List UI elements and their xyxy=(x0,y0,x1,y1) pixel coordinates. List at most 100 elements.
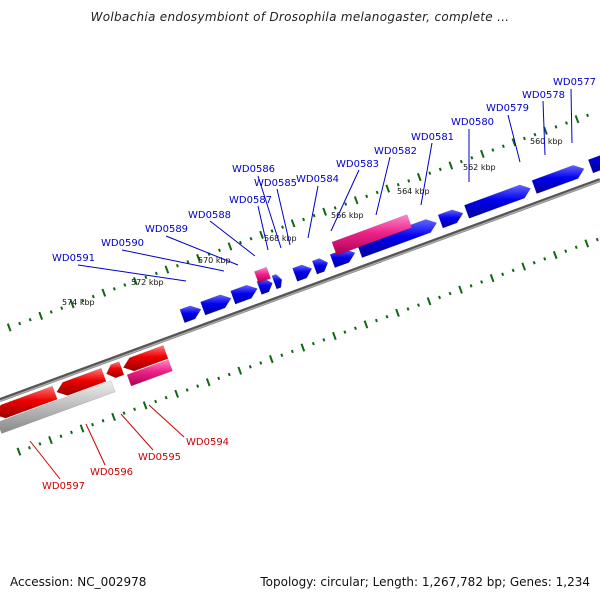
forward-gene-arrow[interactable] xyxy=(179,305,202,324)
tick-mark xyxy=(6,323,12,332)
forward-gene-arrow[interactable] xyxy=(230,284,258,305)
gene-label-wd0585[interactable]: WD0585 xyxy=(254,178,297,189)
reverse-gene-arrow[interactable] xyxy=(106,361,125,379)
tick-mark xyxy=(290,349,294,354)
tick-mark xyxy=(133,407,137,411)
rna-gene-marker[interactable] xyxy=(331,214,413,256)
leader-line xyxy=(85,423,106,466)
reverse-gene-arrow[interactable] xyxy=(56,367,107,396)
sequence-backbone xyxy=(0,178,600,402)
forward-gene-arrow[interactable] xyxy=(292,264,313,282)
reverse-gene-arrow[interactable] xyxy=(0,385,58,419)
rna-gene-marker[interactable] xyxy=(253,266,272,284)
tick-mark xyxy=(312,213,316,218)
gene-label-wd0590[interactable]: WD0590 xyxy=(101,238,144,249)
tick-mark xyxy=(280,353,284,357)
tick-mark xyxy=(28,317,32,322)
gene-label-wd0587[interactable]: WD0587 xyxy=(229,195,272,206)
scale-label-566: 566 kbp xyxy=(331,211,364,220)
tick-mark xyxy=(154,399,158,404)
gene-label-wd0580[interactable]: WD0580 xyxy=(451,117,494,128)
tick-mark xyxy=(543,126,548,135)
tick-mark xyxy=(79,424,85,433)
leader-line xyxy=(165,235,239,266)
tick-mark xyxy=(416,172,422,182)
scale-label-560: 560 kbp xyxy=(530,137,563,146)
gene-label-wd0577[interactable]: WD0577 xyxy=(553,77,596,88)
tick-mark xyxy=(196,384,200,388)
tick-mark xyxy=(268,355,274,364)
tick-mark xyxy=(91,422,94,427)
gene-label-wd0581[interactable]: WD0581 xyxy=(411,132,454,143)
pseudogene-marker[interactable] xyxy=(0,380,116,434)
leader-line xyxy=(570,88,573,144)
gene-label-wd0591[interactable]: WD0591 xyxy=(52,253,95,264)
tick-mark xyxy=(101,419,105,423)
tick-mark xyxy=(501,272,505,277)
tick-mark xyxy=(237,366,243,375)
forward-gene-arrow[interactable] xyxy=(531,164,585,194)
reverse-gene-arrow[interactable] xyxy=(122,345,169,372)
tick-mark xyxy=(469,284,473,288)
tick-mark xyxy=(396,182,400,187)
tick-mark xyxy=(48,435,53,445)
leader-line xyxy=(330,169,360,232)
gene-label-wd0583[interactable]: WD0583 xyxy=(336,159,379,170)
gene-label-wd0594[interactable]: WD0594 xyxy=(186,437,229,448)
gene-label-wd0589[interactable]: WD0589 xyxy=(145,224,188,235)
scale-labels: 560 kbp 562 kbp 564 kbp 566 kbp 568 kbp … xyxy=(62,137,563,307)
scale-label-562: 562 kbp xyxy=(463,163,496,172)
gene-label-wd0597[interactable]: WD0597 xyxy=(42,481,85,492)
gene-label-wd0579[interactable]: WD0579 xyxy=(486,103,529,114)
tick-mark xyxy=(290,219,296,228)
tick-mark xyxy=(458,285,463,294)
gene-label-wd0584[interactable]: WD0584 xyxy=(296,174,339,185)
leader-line xyxy=(257,175,282,249)
tick-mark xyxy=(144,275,148,280)
gene-label-wd0588[interactable]: WD0588 xyxy=(188,210,231,221)
gene-label-wd0595[interactable]: WD0595 xyxy=(138,452,181,463)
tick-mark xyxy=(300,343,306,352)
tick-mark xyxy=(122,411,126,415)
gene-label-wd0586[interactable]: WD0586 xyxy=(232,164,275,175)
tick-mark xyxy=(18,321,22,326)
tick-mark xyxy=(270,229,274,233)
tick-mark xyxy=(489,274,495,283)
leader-line xyxy=(420,142,433,206)
tick-mark xyxy=(227,242,233,251)
tick-mark xyxy=(133,277,138,286)
leader-line xyxy=(120,413,154,451)
tick-mark xyxy=(407,179,411,183)
tick-mark xyxy=(59,434,63,438)
leader-line xyxy=(121,249,225,272)
gene-label-wd0582[interactable]: WD0582 xyxy=(374,146,417,157)
tick-mark xyxy=(343,330,347,334)
forward-gene-arrow[interactable] xyxy=(200,294,232,316)
forward-gene-track xyxy=(179,141,600,324)
accession-text: Accession: NC_002978 xyxy=(10,575,147,589)
gene-label-wd0596[interactable]: WD0596 xyxy=(90,467,133,478)
forward-gene-arrow[interactable] xyxy=(311,258,329,275)
gene-label-wd0578[interactable]: WD0578 xyxy=(522,90,565,101)
tick-mark xyxy=(554,125,558,129)
tick-mark xyxy=(574,245,578,250)
forward-gene-arrow[interactable] xyxy=(463,184,532,219)
leader-line xyxy=(507,114,521,163)
tick-mark xyxy=(511,138,517,147)
tick-mark xyxy=(16,447,22,456)
tick-mark xyxy=(353,326,357,331)
scale-label-568: 568 kbp xyxy=(264,234,297,243)
tick-mark xyxy=(27,446,31,450)
rna-gene-marker[interactable] xyxy=(126,359,173,387)
leader-line xyxy=(77,264,187,282)
forward-gene-arrow[interactable] xyxy=(437,209,464,229)
tick-mark xyxy=(322,338,326,342)
tick-mark xyxy=(375,190,379,195)
forward-gene-arrow[interactable] xyxy=(271,273,283,290)
tick-mark xyxy=(491,148,495,152)
tick-mark xyxy=(123,283,127,287)
forward-gene-arrow[interactable] xyxy=(587,141,600,174)
tick-mark xyxy=(586,113,589,118)
forward-gene-arrow[interactable] xyxy=(356,219,438,259)
